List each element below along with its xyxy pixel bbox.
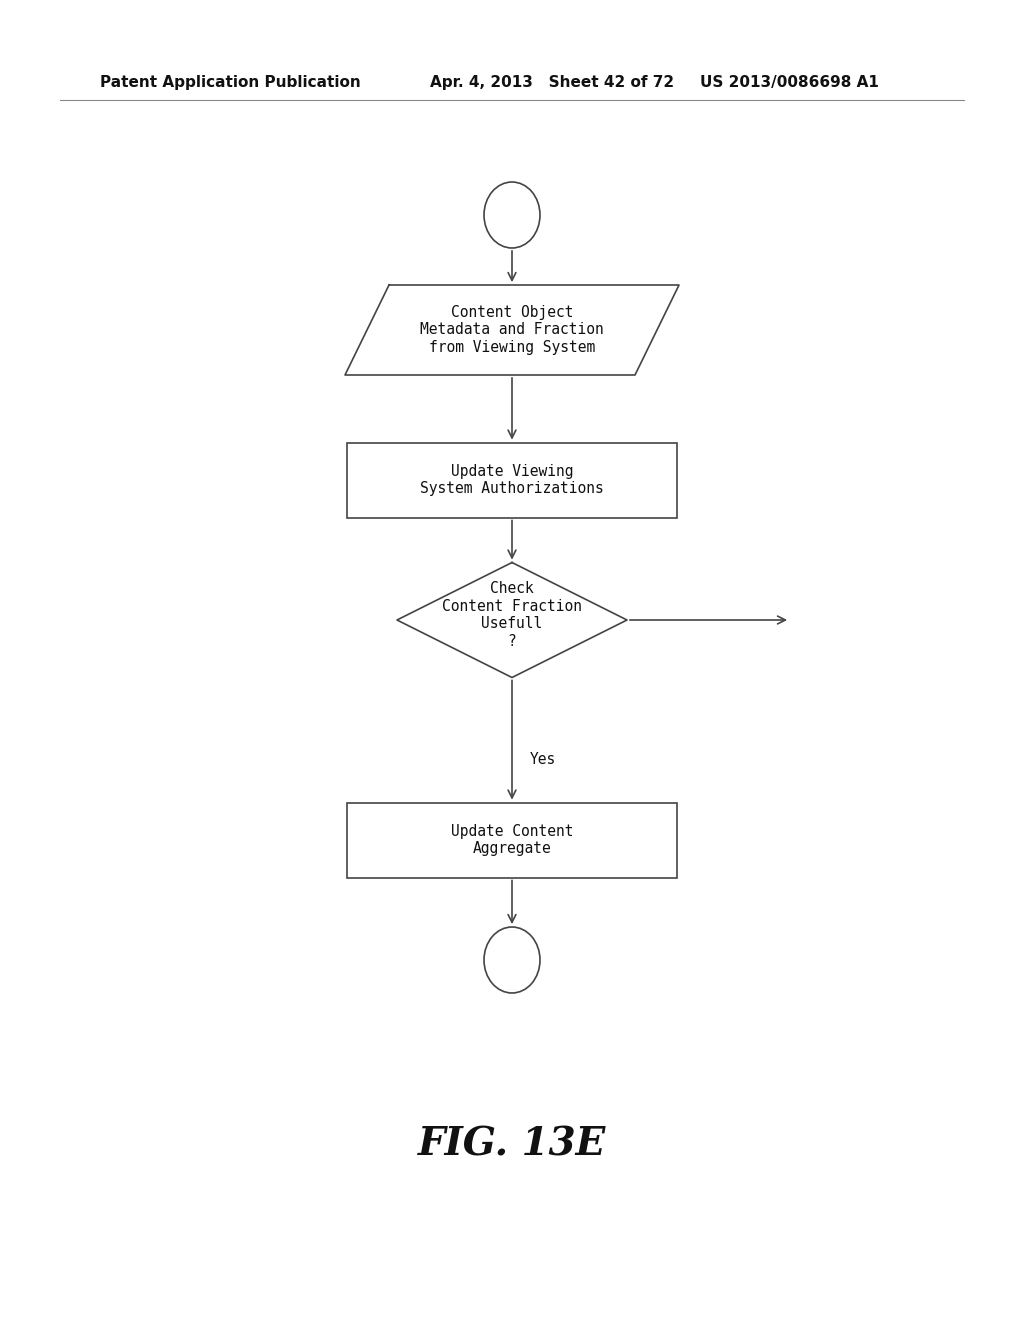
Text: US 2013/0086698 A1: US 2013/0086698 A1 [700,74,879,90]
Text: Update Content
Aggregate: Update Content Aggregate [451,824,573,857]
Text: Content Object
Metadata and Fraction
from Viewing System: Content Object Metadata and Fraction fro… [420,305,604,355]
Text: Check
Content Fraction
Usefull
?: Check Content Fraction Usefull ? [442,581,582,648]
Text: Apr. 4, 2013   Sheet 42 of 72: Apr. 4, 2013 Sheet 42 of 72 [430,74,674,90]
Bar [347,442,677,517]
Text: Yes: Yes [530,752,556,767]
Text: Update Viewing
System Authorizations: Update Viewing System Authorizations [420,463,604,496]
Bar [347,803,677,878]
Text: Patent Application Publication: Patent Application Publication [100,74,360,90]
Text: FIG. 13E: FIG. 13E [418,1126,606,1164]
